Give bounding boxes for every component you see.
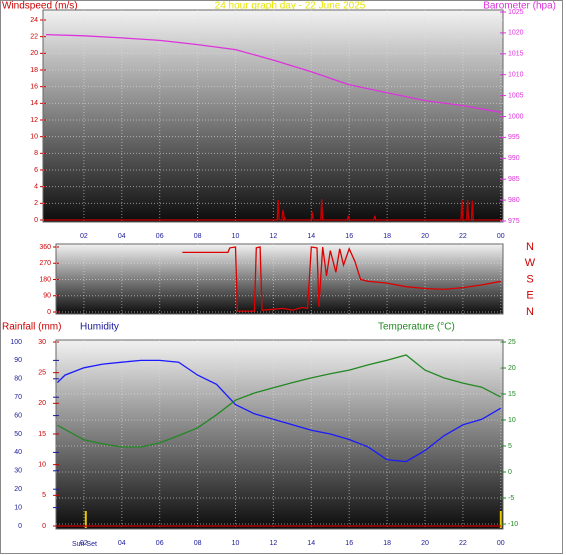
- x-tick-label: 16: [345, 540, 353, 547]
- y-tick-label: 10: [30, 134, 38, 141]
- y-tick-label: 1015: [508, 51, 524, 58]
- y-tick-label: 10: [508, 417, 516, 424]
- y-tick-label: -5: [508, 495, 514, 502]
- y-tick-label: 1000: [508, 113, 524, 120]
- plot-area: [55, 243, 504, 315]
- y-tick-label: 30: [38, 339, 46, 346]
- y-tick-label: 20: [38, 400, 46, 407]
- y-tick-label: S: [526, 273, 533, 285]
- plot-area: [55, 339, 504, 530]
- y-tick-label: 270: [39, 260, 51, 267]
- y-tick-label: 180: [39, 276, 51, 283]
- x-tick-label: 18: [383, 540, 391, 547]
- y-tick-label: 18: [30, 67, 38, 74]
- series-line: [57, 354, 502, 448]
- y-tick-label: 0: [47, 309, 51, 316]
- y-tick-label: 0: [18, 523, 22, 530]
- y-tick-label: 60: [14, 412, 22, 419]
- y-tick-label: 80: [14, 376, 22, 383]
- x-tick-label: 12: [270, 233, 278, 240]
- y-tick-label: 90: [14, 357, 22, 364]
- x-tick-label: 00: [497, 540, 505, 547]
- y2-axis-label: Temperature (°C): [378, 322, 455, 333]
- y-tick-label: 1025: [508, 9, 524, 16]
- x-tick-label: 14: [307, 540, 315, 547]
- series-line: [46, 199, 501, 221]
- chart-title: 24 hour graph day - 22 June 2025: [215, 1, 366, 12]
- y-axis-label: Windspeed (m/s): [2, 1, 78, 12]
- y-tick-label: 10: [38, 462, 46, 469]
- series-line: [45, 33, 501, 113]
- x-tick-label: 10: [232, 540, 240, 547]
- y-tick-label: 90: [43, 293, 51, 300]
- y-tick-label: 1020: [508, 30, 524, 37]
- y-tick-label: 1005: [508, 92, 524, 99]
- y-tick-label: E: [526, 290, 533, 302]
- y-tick-label: 24: [30, 17, 38, 24]
- y-tick-label: 4: [34, 184, 38, 191]
- x-tick-label: 20: [421, 233, 429, 240]
- y-tick-label: 15: [38, 431, 46, 438]
- y-tick-label: 15: [508, 391, 516, 398]
- y-tick-label: 360: [39, 244, 51, 251]
- x-tick-label: 16: [345, 233, 353, 240]
- y-tick-label: 990: [508, 155, 520, 162]
- y-tick-label: 1010: [508, 72, 524, 79]
- y-tick-label: 20: [14, 486, 22, 493]
- y-tick-label: 100: [10, 339, 22, 346]
- y-tick-label: 14: [30, 100, 38, 107]
- y-tick-label: 22: [30, 34, 38, 41]
- y-tick-label: 20: [30, 50, 38, 57]
- y-tick-label: 50: [14, 431, 22, 438]
- y-tick-label: 8: [34, 150, 38, 157]
- y-tick-label: 5: [42, 492, 46, 499]
- sun-label: Sun Set: [72, 541, 97, 548]
- y-tick-label: 16: [30, 84, 38, 91]
- y-tick-label: 0: [34, 217, 38, 224]
- x-tick-label: 06: [156, 540, 164, 547]
- x-tick-label: 18: [383, 233, 391, 240]
- y-tick-label: N: [526, 306, 534, 318]
- y-tick-label: N: [526, 241, 534, 253]
- y-tick-label: 2: [34, 200, 38, 207]
- x-tick-label: 10: [232, 233, 240, 240]
- x-tick-label: 04: [118, 233, 126, 240]
- y-tick-label: 25: [38, 370, 46, 377]
- y-tick-label: 70: [14, 394, 22, 401]
- y-tick-label: -10: [508, 521, 518, 528]
- x-tick-label: 06: [156, 233, 164, 240]
- y-tick-label: W: [525, 257, 536, 269]
- y-tick-label: 5: [508, 443, 512, 450]
- y-tick-label: 975: [508, 218, 520, 225]
- y-tick-label: 980: [508, 197, 520, 204]
- y-tick-label: 0: [42, 523, 46, 530]
- x-tick-label: 08: [194, 540, 202, 547]
- y-tick-label: 995: [508, 134, 520, 141]
- series-line: [56, 359, 502, 463]
- rain-axis-label: Rainfall (mm): [2, 322, 61, 333]
- y-tick-label: 30: [14, 468, 22, 475]
- y-tick-label: 25: [508, 339, 516, 346]
- y-axis-label: Humidity: [80, 322, 119, 333]
- x-tick-label: 04: [118, 540, 126, 547]
- y-tick-label: 20: [508, 365, 516, 372]
- x-tick-label: 20: [421, 540, 429, 547]
- x-tick-label: 22: [459, 233, 467, 240]
- y-tick-label: 12: [30, 117, 38, 124]
- y-tick-label: 10: [14, 504, 22, 511]
- x-tick-label: 02: [80, 540, 88, 547]
- series-line: [182, 246, 501, 312]
- x-tick-label: 14: [307, 233, 315, 240]
- x-tick-label: 12: [270, 540, 278, 547]
- x-tick-label: 02: [80, 233, 88, 240]
- y-tick-label: 0: [508, 469, 512, 476]
- y-tick-label: 6: [34, 167, 38, 174]
- y-tick-label: 40: [14, 449, 22, 456]
- y2-axis-label: Barometer (hpa): [483, 1, 556, 12]
- x-tick-label: 08: [194, 233, 202, 240]
- x-tick-label: 22: [459, 540, 467, 547]
- x-tick-label: 00: [497, 233, 505, 240]
- y-tick-label: 985: [508, 176, 520, 183]
